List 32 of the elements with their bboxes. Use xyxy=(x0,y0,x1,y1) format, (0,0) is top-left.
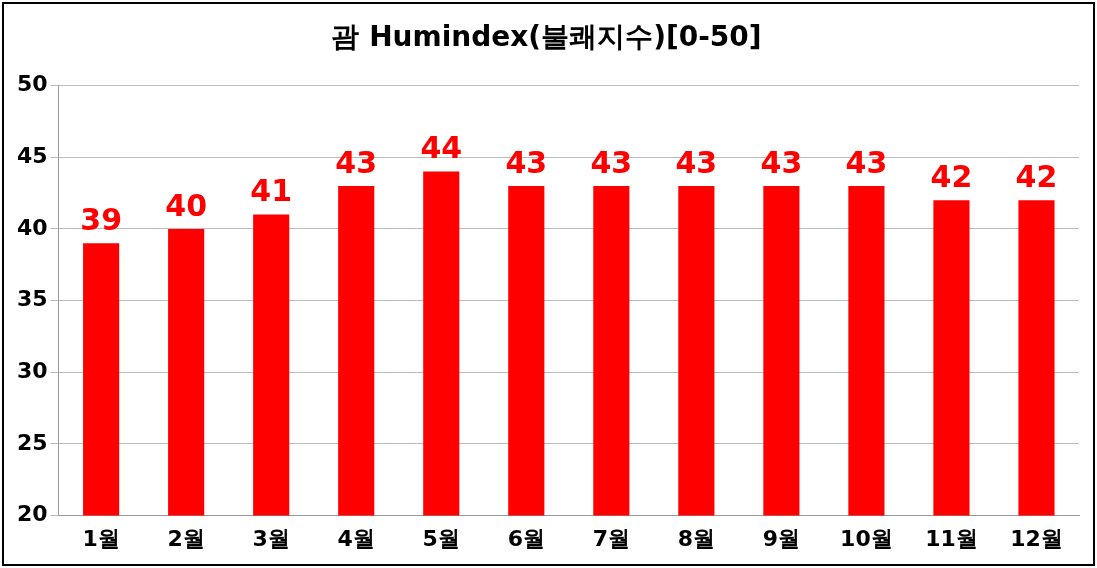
y-tick-label: 45 xyxy=(16,142,48,168)
x-tick-label: 9월 xyxy=(762,525,801,551)
data-label: 43 xyxy=(675,144,718,180)
data-label: 43 xyxy=(590,144,633,180)
data-label: 43 xyxy=(335,144,378,180)
y-tick-label: 30 xyxy=(16,357,48,383)
data-label: 39 xyxy=(80,202,123,238)
data-label: 43 xyxy=(845,144,888,180)
y-tick-label: 35 xyxy=(16,286,48,312)
y-tick-label: 25 xyxy=(16,429,48,455)
x-tick-label: 6월 xyxy=(507,525,545,551)
x-tick-label: 1월 xyxy=(82,525,120,551)
data-label: 43 xyxy=(505,144,548,180)
x-tick-label: 3월 xyxy=(252,525,290,551)
data-label: 44 xyxy=(420,130,463,166)
x-tick-label: 2월 xyxy=(167,525,205,551)
x-tick-label: 10월 xyxy=(840,525,893,551)
data-label: 41 xyxy=(250,173,293,209)
data-label: 40 xyxy=(165,187,208,223)
x-tick-label: 12월 xyxy=(1010,525,1063,551)
y-tick-label: 40 xyxy=(16,214,48,240)
x-tick-label: 11월 xyxy=(925,525,978,551)
x-tick-label: 7월 xyxy=(592,525,630,551)
x-tick-label: 4월 xyxy=(337,525,375,551)
data-label: 42 xyxy=(930,159,973,195)
data-label: 42 xyxy=(1015,159,1058,195)
x-tick-label: 8월 xyxy=(677,525,716,551)
y-tick-label: 50 xyxy=(16,71,48,97)
chart-title: 괌 Humindex(불쾌지수)[0-50] xyxy=(331,20,762,54)
x-tick-label: 5월 xyxy=(422,525,460,551)
data-label: 43 xyxy=(760,144,803,180)
y-tick-label: 20 xyxy=(16,501,48,527)
